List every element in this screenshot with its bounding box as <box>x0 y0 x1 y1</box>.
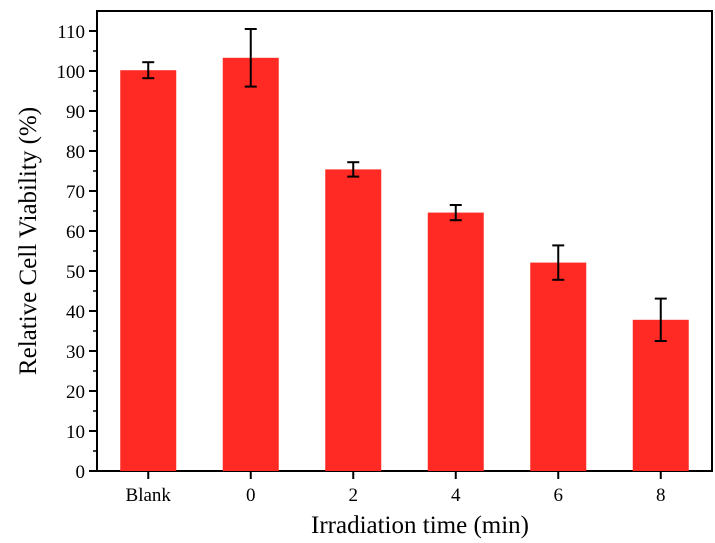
y-tick-label: 50 <box>66 262 85 283</box>
x-axis-ticks: Blank 0 2 4 6 8 <box>126 471 666 506</box>
y-tick-label: 60 <box>66 222 85 243</box>
bar-0 <box>222 57 279 472</box>
x-tick-label: 2 <box>349 485 359 506</box>
bar-2 <box>325 169 382 471</box>
y-tick-label: 110 <box>57 22 85 43</box>
y-tick-label: 70 <box>66 182 85 203</box>
x-tick-label: 4 <box>451 485 461 506</box>
bar-8 <box>632 319 689 471</box>
y-tick-label: 80 <box>66 142 85 163</box>
x-tick-label: 0 <box>246 485 256 506</box>
y-tick-label: 40 <box>66 302 85 323</box>
x-tick-label: Blank <box>126 485 172 506</box>
bar-4 <box>427 212 484 471</box>
y-tick-label: 20 <box>66 382 85 403</box>
y-tick-label: 90 <box>66 102 85 123</box>
bar-6 <box>530 262 587 471</box>
error-bars <box>142 28 667 342</box>
x-axis-title: Irradiation time (min) <box>311 512 529 539</box>
y-axis-title: Relative Cell Viability (%) <box>15 107 42 375</box>
y-tick-label: 0 <box>76 462 86 483</box>
plot-frame <box>96 10 713 472</box>
y-tick-label: 100 <box>57 62 86 83</box>
y-axis-ticks: 0 10 20 30 40 50 60 70 80 90 100 110 <box>57 22 97 483</box>
y-tick-label: 30 <box>66 342 85 363</box>
x-tick-label: 8 <box>656 485 666 506</box>
y-tick-label: 10 <box>66 422 85 443</box>
bars <box>120 57 689 472</box>
bar-blank <box>120 70 177 471</box>
x-tick-label: 6 <box>554 485 564 506</box>
